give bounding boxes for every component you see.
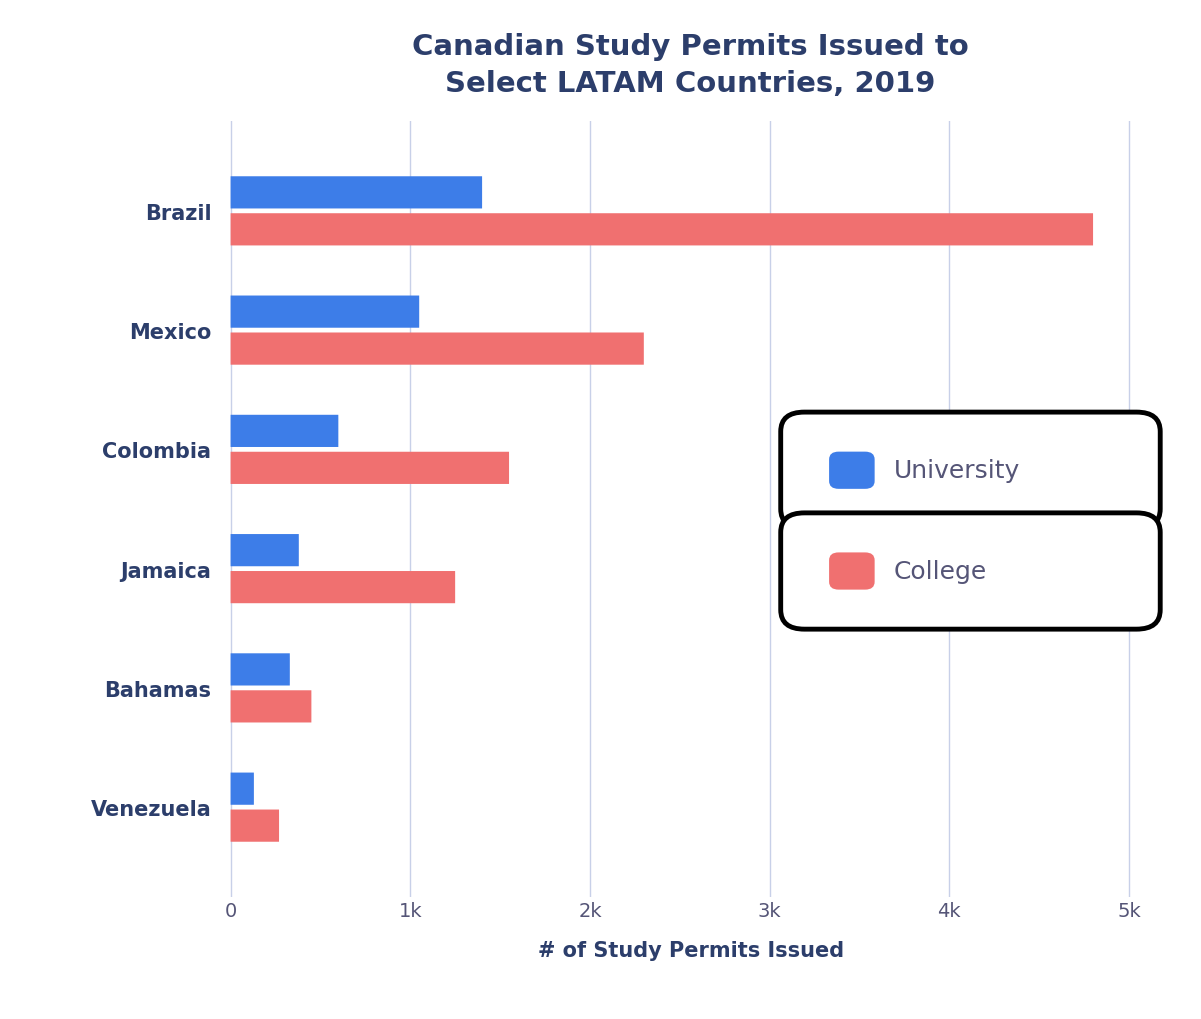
FancyBboxPatch shape — [781, 514, 1160, 630]
FancyBboxPatch shape — [231, 572, 455, 603]
FancyBboxPatch shape — [231, 297, 419, 328]
X-axis label: # of Study Permits Issued: # of Study Permits Issued — [538, 940, 843, 960]
FancyBboxPatch shape — [781, 413, 1160, 529]
FancyBboxPatch shape — [829, 553, 874, 590]
Title: Canadian Study Permits Issued to
Select LATAM Countries, 2019: Canadian Study Permits Issued to Select … — [412, 33, 969, 98]
FancyBboxPatch shape — [231, 452, 509, 484]
Text: College: College — [894, 559, 987, 584]
FancyBboxPatch shape — [231, 214, 1093, 247]
FancyBboxPatch shape — [231, 810, 279, 842]
FancyBboxPatch shape — [231, 333, 644, 366]
Text: University: University — [894, 459, 1020, 483]
FancyBboxPatch shape — [231, 691, 311, 722]
FancyBboxPatch shape — [231, 772, 253, 805]
FancyBboxPatch shape — [231, 653, 289, 686]
FancyBboxPatch shape — [231, 177, 482, 209]
FancyBboxPatch shape — [231, 416, 339, 447]
FancyBboxPatch shape — [231, 535, 299, 567]
FancyBboxPatch shape — [829, 452, 874, 489]
